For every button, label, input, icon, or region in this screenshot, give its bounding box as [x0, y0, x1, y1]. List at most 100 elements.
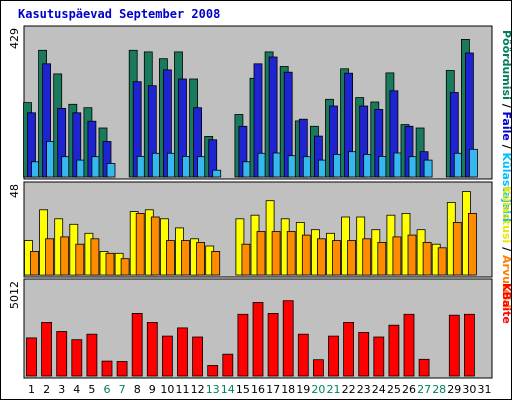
- bar-visits-arvuteid-day-3: [60, 236, 70, 276]
- bar-bytes-kbaite-day-2: [41, 321, 52, 377]
- bar-pages-külastajaid-day-27: [423, 159, 433, 178]
- x-tick-label-day-24: 24: [372, 383, 386, 396]
- bar-bytes-kbaite-day-13: [207, 365, 219, 377]
- legend-entry: Külastusi: [500, 186, 512, 243]
- bar-bytes-kbaite-day-20: [312, 359, 324, 377]
- x-tick-label-day-6: 6: [104, 383, 111, 396]
- x-axis: 1 2 3 4 5 6 7 8 9 10 11 12 13 14 15 16 17 18 19 20 21 22 23 24 2…: [28, 383, 492, 396]
- bar-bytes-kbaite-day-30: [463, 313, 475, 377]
- x-tick-label-day-31: 31: [478, 383, 492, 396]
- bar-visits-arvuteid-day-5: [90, 238, 100, 276]
- bar-bytes-kbaite-day-7: [116, 361, 128, 377]
- panel-bytes-legend: KBaite: [500, 283, 512, 324]
- bar-visits-arvuteid-day-6: [105, 252, 115, 276]
- x-tick-label-day-10: 10: [160, 383, 174, 396]
- panel-visits-ymax-label: 48: [8, 184, 21, 198]
- bar-bytes-kbaite-day-1: [26, 337, 37, 377]
- x-tick-label-day-3: 3: [58, 383, 65, 396]
- bar-visits-arvuteid-day-28: [437, 247, 447, 276]
- legend-entry: /: [500, 141, 512, 153]
- legend-entry: Faile: [500, 112, 512, 141]
- legend-entry: KBaite: [500, 283, 512, 324]
- bar-bytes-kbaite-day-21: [328, 335, 339, 377]
- panel-visits-legend: Külastusi / Arvuteid: [500, 186, 512, 308]
- bar-visits-arvuteid-day-27: [422, 241, 432, 276]
- legend-entry: Külastajaid: [500, 153, 512, 222]
- bar-visits-arvuteid-day-1: [30, 250, 39, 276]
- x-tick-label-day-4: 4: [73, 383, 80, 396]
- panel-bytes-ymax-label: 5012: [8, 281, 21, 309]
- chart-title: Kasutuspäevad September 2008: [18, 7, 220, 21]
- bar-visits-arvuteid-day-18: [286, 231, 296, 276]
- x-tick-label-day-26: 26: [402, 383, 416, 396]
- legend-entry: Arvuteid: [500, 255, 512, 308]
- x-tick-label-day-27: 27: [417, 383, 431, 396]
- x-tick-label-day-21: 21: [327, 383, 341, 396]
- x-tick-label-day-1: 1: [28, 383, 35, 396]
- x-tick-label-day-5: 5: [88, 383, 95, 396]
- x-tick-label-day-12: 12: [191, 383, 205, 396]
- x-tick-label-day-13: 13: [206, 383, 220, 396]
- bar-pages-külastajaid-day-13: [212, 169, 222, 178]
- bar-visits-arvuteid-day-9: [150, 216, 160, 276]
- bar-visits-arvuteid-day-25: [392, 236, 402, 276]
- bar-visits-arvuteid-day-4: [75, 243, 85, 276]
- bar-bytes-kbaite-day-4: [71, 339, 83, 377]
- x-tick-label-day-18: 18: [281, 383, 295, 396]
- bar-visits-arvuteid-day-10: [165, 240, 175, 276]
- bar-bytes-kbaite-day-12: [192, 336, 204, 377]
- x-tick-label-day-7: 7: [119, 383, 126, 396]
- bar-bytes-kbaite-day-11: [177, 327, 188, 377]
- bar-bytes-kbaite-day-19: [297, 333, 309, 377]
- bar-visits-arvuteid-day-15: [241, 243, 251, 276]
- bar-bytes-kbaite-day-22: [343, 321, 355, 377]
- bar-bytes-kbaite-day-24: [373, 336, 385, 377]
- bar-bytes-kbaite-day-18: [282, 300, 294, 377]
- bar-bytes-kbaite-day-6: [101, 360, 113, 377]
- bar-bytes-kbaite-day-23: [358, 331, 370, 377]
- bar-bytes-kbaite-day-15: [237, 313, 249, 377]
- bar-bytes-kbaite-day-17: [267, 312, 279, 377]
- x-tick-label-day-20: 20: [311, 383, 325, 396]
- panel-pages-legend: Pöördumisi / Faile / Külastajaid: [500, 30, 512, 222]
- panel-visits: 48 Külastusi / Arvuteid: [8, 181, 512, 308]
- bar-visits-arvuteid-day-24: [377, 241, 387, 276]
- bar-visits-arvuteid-day-19: [301, 234, 311, 276]
- x-tick-label-day-15: 15: [236, 383, 250, 396]
- bar-bytes-kbaite-day-16: [252, 302, 264, 377]
- bar-visits-arvuteid-day-30: [467, 212, 477, 276]
- x-tick-label-day-28: 28: [432, 383, 446, 396]
- x-tick-label-day-8: 8: [134, 383, 141, 396]
- bar-bytes-kbaite-day-5: [86, 333, 98, 377]
- x-tick-label-day-23: 23: [357, 383, 371, 396]
- bar-visits-arvuteid-day-2: [45, 238, 54, 276]
- panel-pages: 429 Pöördumisi / Faile / Külastajaid: [8, 25, 512, 222]
- bar-bytes-kbaite-day-9: [146, 321, 158, 377]
- x-tick-label-day-30: 30: [462, 383, 476, 396]
- bar-visits-arvuteid-day-7: [120, 258, 130, 276]
- bar-visits-arvuteid-day-21: [332, 240, 341, 276]
- x-tick-label-day-16: 16: [251, 383, 265, 396]
- bar-bytes-kbaite-day-3: [56, 331, 68, 377]
- bar-visits-arvuteid-day-16: [256, 231, 266, 276]
- bar-visits-arvuteid-day-17: [271, 231, 281, 276]
- bar-pages-külastajaid-day-6: [106, 163, 116, 178]
- bar-bytes-kbaite-day-8: [131, 312, 143, 377]
- x-tick-label-day-9: 9: [149, 383, 156, 396]
- x-tick-label-day-17: 17: [266, 383, 280, 396]
- bar-visits-arvuteid-day-29: [452, 221, 462, 276]
- bar-bytes-kbaite-day-29: [448, 314, 460, 377]
- bar-visits-arvuteid-day-11: [181, 240, 190, 276]
- x-tick-label-day-19: 19: [296, 383, 310, 396]
- bar-bytes-kbaite-day-26: [403, 313, 415, 377]
- chart-panels: 429 Pöördumisi / Faile / Külastajaid 48 Kül…: [8, 25, 512, 379]
- legend-entry: Pöördumisi: [500, 30, 512, 100]
- panel-pages-ymax-label: 429: [8, 28, 21, 49]
- bar-visits-arvuteid-day-26: [407, 234, 417, 276]
- bar-visits-arvuteid-day-12: [196, 241, 206, 276]
- bar-bytes-kbaite-day-25: [388, 324, 400, 377]
- bar-visits-arvuteid-day-13: [211, 250, 221, 276]
- legend-entry: /: [500, 243, 512, 255]
- x-tick-label-day-2: 2: [43, 383, 50, 396]
